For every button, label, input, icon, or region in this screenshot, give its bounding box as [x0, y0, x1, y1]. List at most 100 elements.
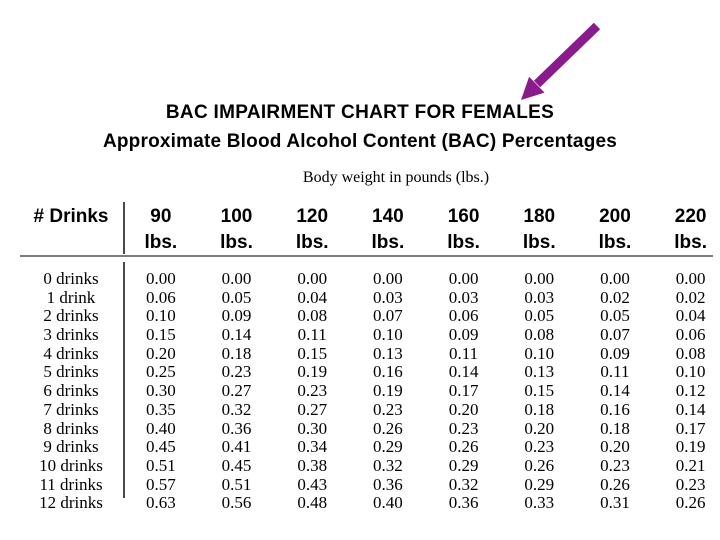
column-weight: 200 — [599, 206, 631, 227]
row-label: 3 drinks — [43, 325, 99, 345]
bac-value: 0.41 — [221, 437, 252, 457]
bac-value: 0.09 — [221, 306, 252, 326]
row-label: 11 drinks — [39, 474, 103, 494]
column-weight: 220 — [674, 206, 707, 227]
column-weight: 120 — [296, 206, 329, 227]
bac-value: 0.08 — [675, 343, 706, 363]
bac-value: 0.18 — [524, 399, 555, 419]
bac-value: 0.38 — [297, 455, 328, 475]
bac-value: 0.29 — [448, 455, 479, 475]
column-header-200-lbs: 200 lbs. — [577, 202, 653, 256]
bac-value: 0.05 — [221, 287, 252, 307]
column-unit: lbs. — [220, 232, 253, 253]
bac-value: 0.35 — [145, 399, 176, 419]
bac-value: 0.10 — [675, 362, 706, 382]
vertical-divider-top — [123, 202, 125, 254]
bac-value: 0.12 — [675, 381, 706, 401]
bac-value: 0.30 — [297, 418, 328, 438]
bac-value: 0.63 — [145, 493, 176, 513]
bac-value: 0.10 — [373, 325, 403, 345]
column-unit: lbs. — [144, 232, 178, 253]
bac-value: 0.20 — [524, 418, 555, 438]
column-weight: 140 — [372, 206, 404, 227]
column-weight: 180 — [523, 206, 556, 227]
row-label: 8 drinks — [43, 418, 99, 438]
column-unit: lbs. — [447, 232, 480, 253]
row-label: 2 drinks — [43, 306, 99, 326]
bac-value: 0.00 — [675, 269, 706, 288]
column-weight: 160 — [447, 206, 480, 227]
bac-value: 0.03 — [524, 287, 555, 307]
page-title: BAC IMPAIRMENT CHART FOR FEMALES — [165, 102, 555, 123]
row-label: 5 drinks — [43, 362, 99, 382]
vertical-divider-bottom — [123, 262, 125, 498]
bac-value: 0.20 — [448, 399, 479, 419]
bac-value: 0.51 — [221, 474, 252, 494]
bac-value: 0.00 — [221, 269, 252, 288]
bac-value: 0.23 — [600, 455, 630, 475]
bac-value: 0.23 — [524, 437, 555, 457]
bac-value: 0.06 — [448, 306, 479, 326]
bac-value: 0.43 — [297, 474, 328, 494]
column-unit: lbs. — [598, 232, 632, 253]
bac-value: 0.17 — [675, 418, 706, 438]
bac-value: 0.10 — [145, 306, 176, 326]
bac-value: 0.15 — [145, 325, 176, 345]
bac-value: 0.27 — [221, 381, 252, 401]
bac-value: 0.29 — [373, 437, 403, 457]
bac-value: 0.10 — [524, 343, 555, 363]
bac-value: 0.15 — [297, 343, 328, 363]
bac-value: 0.23 — [221, 362, 252, 382]
bac-value: 0.11 — [449, 343, 479, 363]
bac-value: 0.40 — [145, 418, 176, 438]
page-subtitle: Approximate Blood Alcohol Content (BAC) … — [102, 131, 618, 152]
bac-value: 0.16 — [373, 362, 403, 382]
bac-value: 0.18 — [221, 343, 252, 363]
bac-value: 0.14 — [221, 325, 252, 345]
bac-value: 0.15 — [524, 381, 555, 401]
bac-value: 0.23 — [675, 474, 706, 494]
bac-value: 0.02 — [675, 287, 706, 307]
bac-value: 0.06 — [675, 325, 706, 345]
bac-value: 0.56 — [221, 493, 252, 513]
column-unit: lbs. — [295, 232, 329, 253]
row-label: 12 drinks — [39, 493, 103, 513]
row-header-drinks: # Drinks — [33, 206, 109, 227]
bac-value: 0.57 — [145, 474, 176, 494]
bac-value: 0.00 — [524, 269, 555, 288]
bac-value: 0.30 — [145, 381, 176, 401]
bac-value: 0.31 — [600, 493, 630, 513]
bac-value: 0.04 — [675, 306, 706, 326]
bac-value: 0.45 — [221, 455, 252, 475]
bac-value: 0.21 — [675, 455, 706, 475]
bac-value: 0.13 — [373, 343, 403, 363]
bac-value: 0.04 — [297, 287, 328, 307]
bac-value: 0.18 — [600, 418, 630, 438]
bac-value: 0.40 — [373, 493, 403, 513]
column-header-120-lbs: 120 lbs. — [274, 202, 350, 256]
column-header-180-lbs: 180 lbs. — [501, 202, 577, 256]
bac-value: 0.02 — [600, 287, 630, 307]
bac-value: 0.00 — [600, 269, 630, 288]
bac-value: 0.23 — [373, 399, 403, 419]
bac-value: 0.29 — [524, 474, 555, 494]
bac-value: 0.19 — [373, 381, 403, 401]
bac-value: 0.07 — [600, 325, 630, 345]
column-weight: 90 — [150, 206, 172, 227]
bac-value: 0.09 — [600, 343, 630, 363]
column-unit: lbs. — [522, 232, 556, 253]
bac-value: 0.26 — [524, 455, 555, 475]
row-label: 4 drinks — [43, 343, 99, 363]
row-label: 1 drink — [46, 287, 96, 307]
bac-value: 0.14 — [600, 381, 630, 401]
bac-value: 0.32 — [373, 455, 403, 475]
bac-value: 0.23 — [448, 418, 479, 438]
bac-value: 0.36 — [221, 418, 252, 438]
bac-value: 0.11 — [297, 325, 327, 345]
row-label: 9 drinks — [43, 437, 99, 457]
bac-value: 0.03 — [448, 287, 479, 307]
bac-value: 0.17 — [448, 381, 479, 401]
column-header-220-lbs: 220 lbs. — [653, 202, 720, 256]
bac-value: 0.08 — [524, 325, 555, 345]
bac-value: 0.20 — [600, 437, 630, 457]
